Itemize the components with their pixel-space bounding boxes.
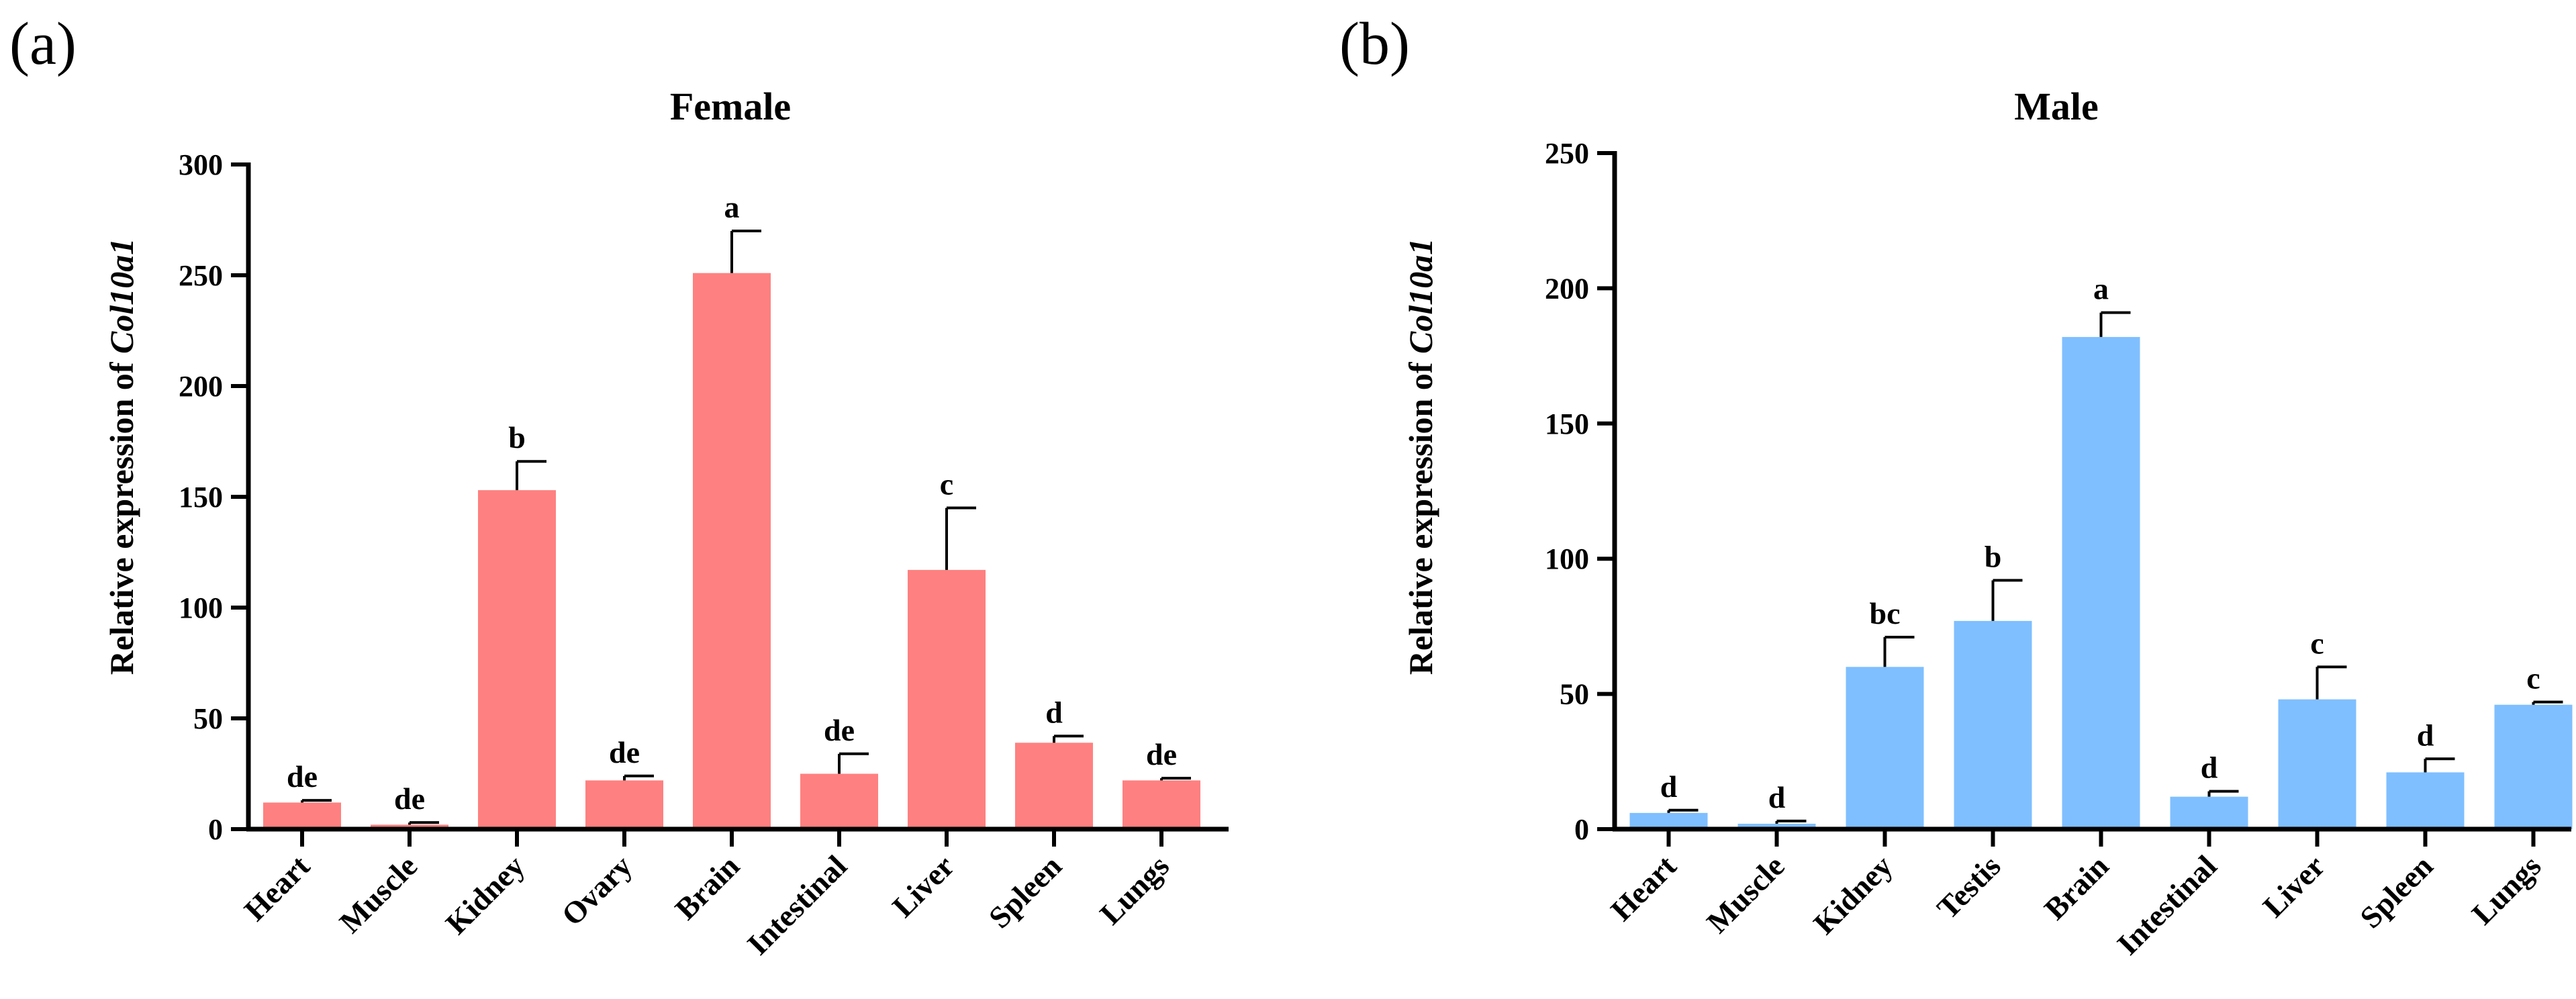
bar-heart — [1629, 812, 1708, 829]
bar-liver — [2278, 699, 2356, 829]
bar-heart — [263, 802, 341, 829]
significance-label: bc — [1870, 596, 1901, 630]
category-label: Spleen — [2353, 849, 2439, 935]
category-label: Kidney — [439, 849, 531, 941]
significance-label: c — [2526, 661, 2540, 696]
significance-label: b — [1985, 539, 2002, 573]
significance-label: d — [2417, 718, 2434, 752]
bar-kidney — [478, 490, 556, 829]
bar-brain — [2062, 336, 2140, 829]
bar-ovary — [585, 780, 663, 829]
category-label: Spleen — [982, 849, 1068, 935]
category-label: Intestinal — [2111, 849, 2224, 961]
panel-label: (b) — [1339, 11, 1410, 77]
category-label: Intestinal — [741, 849, 853, 961]
axes — [1612, 151, 2571, 832]
y-tick-label: 0 — [1574, 813, 1589, 846]
category-label: Brain — [2038, 849, 2115, 926]
bar-kidney — [1846, 667, 1924, 829]
y-tick-label: 300 — [179, 148, 223, 181]
bar-testis — [1954, 620, 2032, 829]
y-tick-label: 100 — [1545, 542, 1589, 575]
significance-label: de — [824, 713, 855, 747]
y-tick-label: 250 — [1545, 137, 1589, 170]
y-tick-label: 250 — [179, 259, 223, 292]
category-label: Testis — [1930, 849, 2007, 925]
y-axis-label: Relative expression of Col10a1 — [1402, 238, 1439, 675]
bar-spleen — [1015, 743, 1093, 829]
y-tick-label: 50 — [1560, 678, 1589, 711]
significance-label: d — [1045, 695, 1063, 729]
category-label: Muscle — [1700, 849, 1791, 939]
category-label: Lungs — [1093, 849, 1176, 931]
y-ticks: 0 50 100 150 200 250 — [1545, 137, 1615, 846]
significance-label: c — [2310, 626, 2324, 660]
bar-intestinal — [2170, 796, 2248, 829]
bar-liver — [908, 569, 986, 829]
y-axis-label-gene: Col10a1 — [1402, 238, 1439, 354]
significance-label: de — [394, 781, 425, 816]
category-label: Ovary — [555, 849, 638, 933]
panel-a: (a) Female Relative expression of Col10a… — [9, 11, 1229, 961]
y-tick-label: 150 — [179, 481, 223, 514]
chart-title: Female — [670, 85, 791, 128]
bar-lungs — [2494, 704, 2573, 829]
y-tick-label: 200 — [1545, 272, 1589, 305]
y-tick-label: 50 — [193, 702, 223, 735]
panel-b: (b) Male Relative expression of Col10a1 … — [1339, 11, 2573, 961]
y-axis-label-prefix: Relative expression of — [1402, 354, 1439, 675]
y-axis-label-gene: Col10a1 — [103, 238, 140, 354]
significance-label: de — [1146, 737, 1177, 771]
significance-label: d — [1768, 780, 1786, 814]
bar-intestinal — [800, 773, 878, 829]
significance-label: d — [2201, 751, 2218, 785]
bar-muscle — [1737, 823, 1816, 829]
significance-label: de — [287, 759, 318, 794]
category-label: Kidney — [1807, 849, 1899, 941]
significance-label: a — [2093, 272, 2109, 306]
category-label: Lungs — [2465, 849, 2548, 931]
category-label: Heart — [1604, 849, 1683, 928]
y-tick-label: 200 — [179, 370, 223, 403]
y-tick-label: 150 — [1545, 408, 1589, 440]
category-label: Liver — [886, 849, 961, 924]
y-ticks: 0 50 100 150 200 250 300 — [179, 148, 248, 846]
y-tick-label: 0 — [208, 813, 223, 846]
bars: d d bc b a d c d c — [1629, 272, 2573, 829]
bar-spleen — [2386, 772, 2465, 829]
panel-label: (a) — [9, 11, 77, 77]
significance-label: c — [940, 467, 953, 502]
significance-label: b — [508, 420, 526, 455]
y-tick-label: 100 — [179, 591, 223, 624]
category-label: Brain — [668, 849, 746, 926]
bars: de de b de a de c d de — [263, 190, 1200, 829]
chart-title: Male — [2014, 85, 2099, 128]
bar-lungs — [1123, 780, 1200, 829]
category-label: Heart — [238, 849, 317, 928]
category-label: Muscle — [333, 849, 424, 939]
y-axis-label-prefix: Relative expression of — [103, 354, 140, 675]
significance-label: de — [609, 735, 640, 769]
significance-label: d — [1660, 769, 1678, 804]
category-label: Liver — [2256, 849, 2332, 924]
y-axis-label: Relative expression of Col10a1 — [103, 238, 140, 675]
bar-brain — [693, 273, 771, 829]
significance-label: a — [724, 190, 740, 224]
